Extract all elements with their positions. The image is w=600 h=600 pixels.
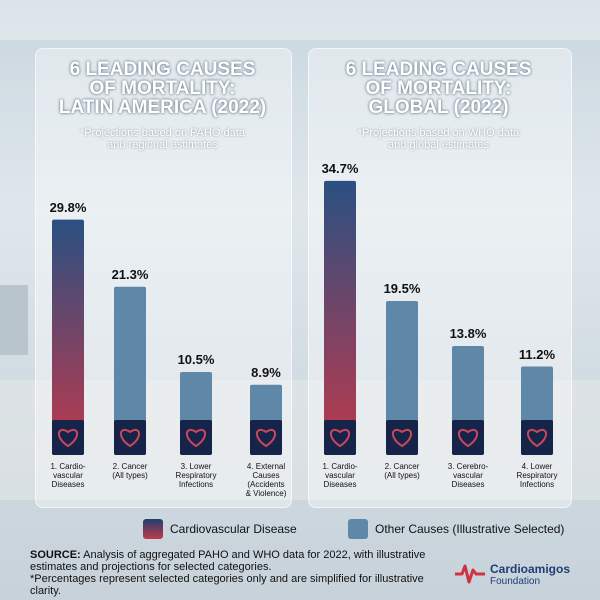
x-tick-label: 3. Lower Respiratory Infections [175, 462, 217, 489]
x-tick-label: 4. Lower Respiratory Infections [516, 462, 558, 489]
value-label: 10.5% [177, 352, 215, 368]
x-tick-label: 1. Cardio- vascular Diseases [322, 462, 358, 489]
legend-label: Other Causes (Illustrative Selected) [375, 522, 565, 536]
chart-subtitle: *Projections based on PAHO data and regi… [80, 127, 245, 151]
x-tick-label: 2. Cancer (All types) [384, 462, 420, 480]
value-label: 11.2% [518, 346, 556, 362]
x-tick-label: 3. Cerebro- vascular Diseases [447, 462, 489, 489]
source-note: *Percentages represent selected categori… [30, 573, 424, 597]
source: SOURCE: Analysis of aggregated PAHO and … [30, 549, 430, 597]
bar-icon-bg [250, 420, 282, 455]
heart-icon [458, 428, 478, 448]
heart-icon [58, 428, 78, 448]
heart-icon [120, 428, 140, 448]
bar [114, 286, 146, 455]
legend-label: Cardiovascular Disease [170, 522, 297, 536]
bar [52, 219, 84, 455]
value-label: 19.5% [383, 280, 421, 296]
bar [324, 180, 356, 455]
value-label: 29.8% [49, 199, 87, 215]
bar-icon-bg [114, 420, 146, 455]
source-text: Analysis of aggregated PAHO and WHO data… [30, 549, 426, 573]
background-table [0, 380, 600, 500]
heart-icon [392, 428, 412, 448]
heart-icon [330, 428, 350, 448]
background-ceiling [0, 0, 600, 40]
logo-brand: Cardioamigos [490, 562, 571, 576]
chart-title: 6 LEADING CAUSES OF MORTALITY: GLOBAL (2… [345, 59, 532, 118]
x-tick-label: 1. Cardio- vascular Diseases [50, 462, 86, 489]
value-label: 34.7% [321, 160, 359, 176]
value-label: 13.8% [449, 325, 487, 341]
chart-title: 6 LEADING CAUSES OF MORTALITY: LATIN AME… [58, 59, 267, 118]
chart-subtitle: *Projections based on WHO data and globa… [357, 127, 520, 151]
background-vent [0, 285, 28, 355]
legend-swatch [348, 519, 368, 539]
heart-icon [186, 428, 206, 448]
x-tick-label: 2. Cancer (All types) [112, 462, 148, 480]
bar-icon-bg [452, 420, 484, 455]
value-label: 8.9% [251, 364, 281, 380]
bar-icon-bg [324, 420, 356, 455]
value-label: 21.3% [111, 266, 149, 282]
bar-icon-bg [521, 420, 553, 455]
logo-icon [455, 564, 485, 584]
legend-swatch [143, 519, 163, 539]
x-tick-label: 4. External Causes (Accidents & Violence… [245, 462, 287, 498]
heart-icon [527, 428, 547, 448]
bar-icon-bg [52, 420, 84, 455]
source-label: SOURCE: [30, 549, 81, 561]
heart-icon [256, 428, 276, 448]
bar [386, 300, 418, 455]
bar-icon-bg [180, 420, 212, 455]
bar-icon-bg [386, 420, 418, 455]
logo-sub: Foundation [490, 576, 541, 587]
